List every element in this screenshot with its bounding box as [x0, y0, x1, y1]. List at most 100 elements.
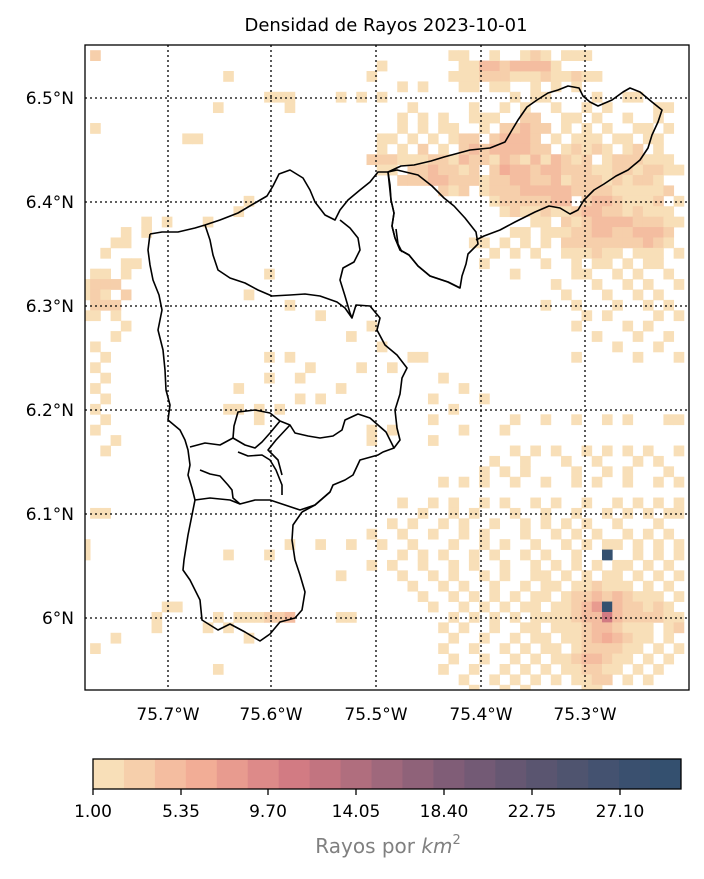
- density-cell: [100, 289, 111, 301]
- density-cell: [120, 289, 132, 301]
- density-cell: [479, 497, 490, 509]
- density-cell: [632, 216, 644, 228]
- density-cell: [417, 81, 429, 93]
- density-cell: [622, 143, 634, 155]
- density-cell: [253, 611, 265, 623]
- colorbar-segment: [619, 759, 651, 789]
- density-cell: [110, 310, 122, 322]
- density-cell: [673, 570, 685, 582]
- density-cell: [571, 258, 582, 270]
- density-cell: [90, 362, 101, 374]
- density-cell: [663, 559, 675, 571]
- density-cell: [438, 164, 449, 176]
- density-cell: [468, 164, 480, 176]
- density-cell: [653, 227, 664, 238]
- density-cell: [499, 206, 511, 218]
- density-cell: [591, 622, 603, 634]
- x-tick-label: 75.6°W: [239, 705, 302, 725]
- density-cell: [540, 164, 552, 176]
- density-cell: [90, 310, 101, 322]
- density-cell: [663, 580, 675, 592]
- y-tick-label: 6.3°N: [26, 297, 74, 317]
- density-cell: [499, 123, 511, 134]
- density-cell: [591, 164, 603, 176]
- density-cell: [489, 591, 501, 602]
- density-cell: [458, 528, 470, 540]
- density-cell: [223, 549, 234, 561]
- density-cell: [141, 227, 152, 238]
- density-cell: [622, 112, 634, 124]
- density-cell: [653, 497, 664, 509]
- density-cell: [356, 91, 367, 103]
- density-cell: [530, 632, 541, 644]
- density-cell: [581, 653, 593, 665]
- x-tick-label: 75.5°W: [344, 705, 407, 725]
- density-cell: [417, 154, 429, 166]
- density-cell: [458, 60, 470, 72]
- density-cell: [540, 237, 552, 249]
- density-cell: [100, 414, 111, 426]
- density-cell: [642, 528, 654, 540]
- density-cell: [663, 653, 675, 665]
- density-cell: [90, 299, 101, 311]
- density-cell: [571, 299, 582, 311]
- density-cell: [479, 393, 490, 405]
- density-cell: [479, 570, 490, 582]
- density-cell: [663, 331, 675, 342]
- density-cell: [673, 445, 685, 457]
- density-cell: [673, 414, 685, 426]
- density-cell: [489, 143, 501, 155]
- density-cell: [540, 643, 552, 654]
- density-cell: [407, 175, 419, 186]
- colorbar-segment: [123, 759, 156, 789]
- density-cell: [653, 611, 664, 623]
- density-cell: [100, 268, 111, 280]
- density-cell: [120, 237, 132, 249]
- density-cell: [550, 674, 562, 686]
- density-cell: [520, 580, 531, 592]
- density-cell: [407, 154, 419, 166]
- density-cell: [264, 372, 275, 384]
- density-cell: [540, 549, 552, 561]
- density-cell: [468, 112, 480, 124]
- density-cell: [427, 435, 439, 446]
- density-cell: [397, 81, 408, 93]
- density-cell: [489, 112, 501, 124]
- colorbar-segment: [309, 759, 342, 789]
- density-cell: [499, 81, 511, 93]
- density-cell: [458, 622, 470, 634]
- density-cell: [571, 185, 582, 197]
- density-cell: [663, 507, 675, 519]
- density-cell: [561, 591, 572, 602]
- x-tick-label: 75.3°W: [553, 705, 616, 725]
- density-cell: [161, 601, 173, 613]
- density-cell: [468, 81, 480, 93]
- density-cell: [458, 133, 470, 145]
- density-cell: [653, 518, 664, 530]
- density-cell: [571, 674, 582, 686]
- density-cell: [653, 570, 664, 582]
- density-cell: [642, 320, 654, 332]
- density-cell: [458, 81, 470, 93]
- density-cell: [499, 102, 511, 114]
- density-cell: [530, 247, 541, 259]
- density-cell: [479, 466, 490, 478]
- density-cell: [642, 507, 654, 519]
- density-cell: [642, 611, 654, 623]
- density-cell: [591, 632, 603, 644]
- density-cell: [407, 133, 419, 145]
- density-cell: [561, 622, 572, 634]
- density-cell: [489, 455, 501, 467]
- density-cell: [499, 466, 511, 478]
- density-cell: [642, 185, 654, 197]
- density-cell: [632, 643, 644, 654]
- density-cell: [499, 684, 511, 691]
- density-cell: [489, 185, 501, 197]
- density-cell: [632, 331, 644, 342]
- density-cell: [571, 414, 582, 426]
- density-cell: [632, 227, 644, 238]
- density-cell: [673, 164, 685, 176]
- density-cell: [479, 185, 490, 197]
- density-cell: [499, 601, 511, 613]
- density-cell: [571, 320, 582, 332]
